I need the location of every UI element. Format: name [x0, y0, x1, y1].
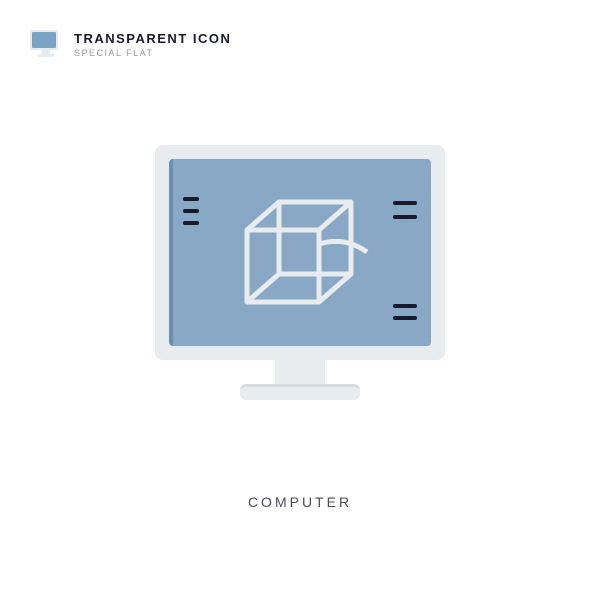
cube-wireframe-icon	[227, 188, 377, 318]
monitor-base	[240, 384, 360, 400]
monitor-stand	[275, 360, 325, 384]
monitor-frame	[155, 145, 445, 360]
accent-line	[183, 209, 199, 213]
header-subtitle: SPECIAL FLAT	[74, 48, 231, 58]
header-text: TRANSPARENT ICON SPECIAL FLAT	[74, 31, 231, 58]
computer-icon	[155, 145, 445, 400]
icon-caption: COMPUTER	[248, 494, 352, 510]
accent-line	[183, 221, 199, 225]
header: TRANSPARENT ICON SPECIAL FLAT	[30, 30, 231, 58]
accent-line	[393, 316, 417, 320]
accent-line	[183, 197, 199, 201]
mini-computer-icon	[30, 30, 62, 58]
accent-line	[393, 201, 417, 205]
accent-line	[393, 215, 417, 219]
header-title: TRANSPARENT ICON	[74, 31, 231, 46]
monitor-screen	[169, 159, 431, 346]
accent-line	[393, 304, 417, 308]
